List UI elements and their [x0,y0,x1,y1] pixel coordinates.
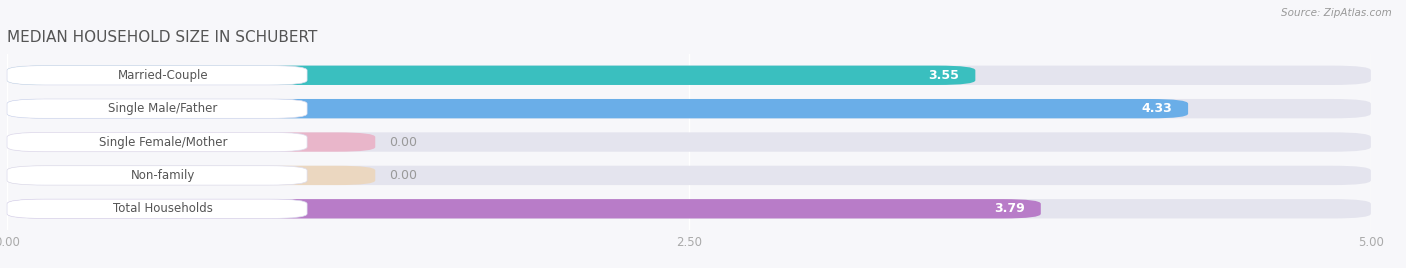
Text: MEDIAN HOUSEHOLD SIZE IN SCHUBERT: MEDIAN HOUSEHOLD SIZE IN SCHUBERT [7,31,318,46]
FancyBboxPatch shape [7,99,1188,118]
FancyBboxPatch shape [7,132,1371,152]
FancyBboxPatch shape [7,199,307,218]
Text: 3.79: 3.79 [994,202,1025,215]
Text: Married-Couple: Married-Couple [118,69,208,82]
FancyBboxPatch shape [7,99,1371,118]
Text: 3.55: 3.55 [928,69,959,82]
FancyBboxPatch shape [7,99,307,118]
FancyBboxPatch shape [7,199,1040,218]
FancyBboxPatch shape [7,132,375,152]
Text: Single Male/Father: Single Male/Father [108,102,218,115]
FancyBboxPatch shape [7,166,307,185]
Text: Non-family: Non-family [131,169,195,182]
Text: Source: ZipAtlas.com: Source: ZipAtlas.com [1281,8,1392,18]
Text: 4.33: 4.33 [1142,102,1171,115]
Text: 0.00: 0.00 [389,136,418,148]
FancyBboxPatch shape [7,66,307,85]
FancyBboxPatch shape [7,66,1371,85]
Text: Single Female/Mother: Single Female/Mother [98,136,228,148]
FancyBboxPatch shape [7,199,1371,218]
FancyBboxPatch shape [7,132,307,152]
Text: Total Households: Total Households [112,202,212,215]
FancyBboxPatch shape [7,166,1371,185]
FancyBboxPatch shape [7,166,375,185]
Text: 0.00: 0.00 [389,169,418,182]
FancyBboxPatch shape [7,66,976,85]
